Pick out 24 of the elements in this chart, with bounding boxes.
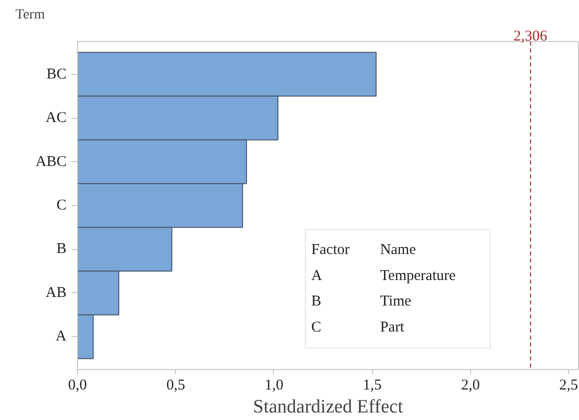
y-tick-label: BC [46,66,67,82]
annotation: Time [380,294,412,310]
y-tick-label: B [56,241,67,258]
x-tick-label: 2,5 [559,378,578,394]
y-tick-label: C [56,198,67,214]
y-tick-label: AC [46,110,67,126]
annotation: Temperature [380,268,456,284]
y-tick-label: AB [46,284,67,301]
ref-line-label: 2,306 [514,28,548,44]
annotation: B [311,294,322,310]
x-tick-label: 1,5 [362,378,382,394]
x-tick-label: 2,0 [461,378,480,394]
x-axis-title: Standardized Effect [253,396,404,418]
annotation: Name [380,242,416,258]
annotation: Factor [311,242,350,258]
x-tick-label: 0,5 [166,378,186,394]
y-axis-title: Term [16,8,45,22]
x-tick-label: 0,0 [68,378,87,394]
x-tick-label: 1,0 [264,378,284,394]
y-tick-label: ABC [36,154,66,170]
y-tick-label: A [56,328,67,345]
annotation: A [311,268,322,284]
annotation: C [311,320,322,336]
annotation: Part [380,320,406,336]
